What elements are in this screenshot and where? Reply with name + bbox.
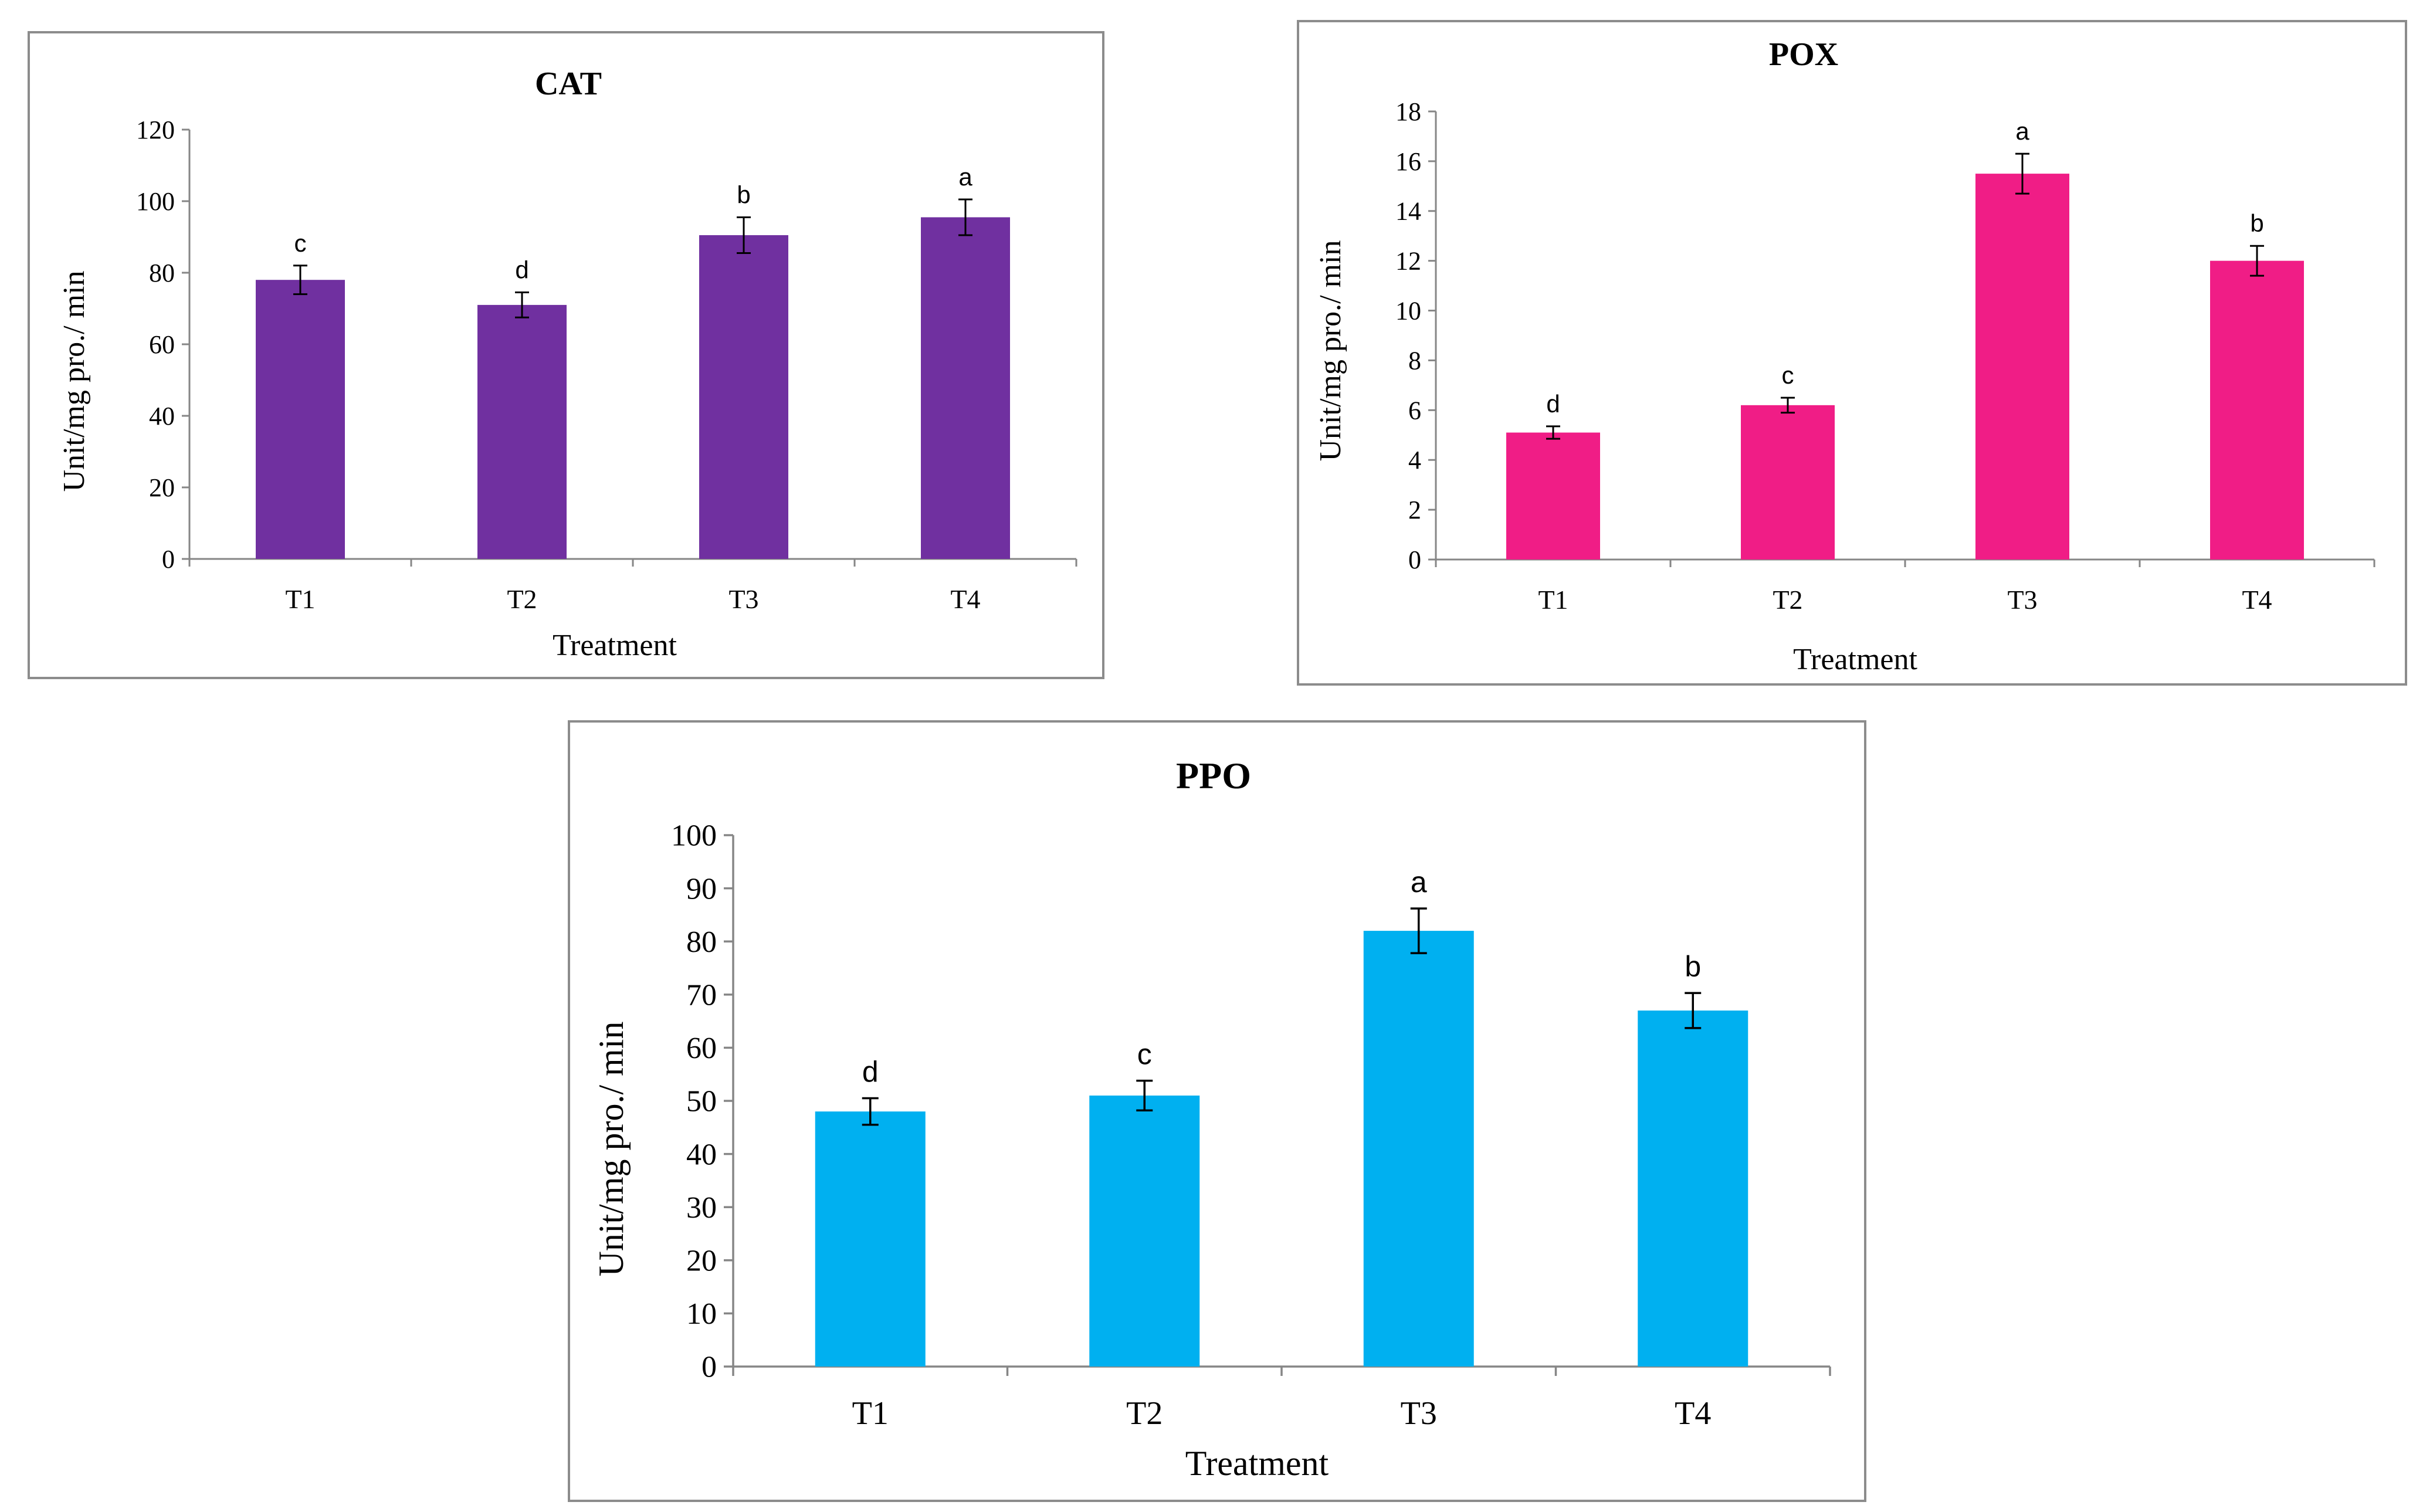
bar-t2 [1089, 1095, 1200, 1367]
ppo-plot-area: 0 10 20 30 40 50 60 70 80 90 100 d T1 c T2 a T3 b T4 [671, 819, 1831, 1432]
y-tick-label: 16 [1395, 147, 1421, 176]
y-tick-label: 120 [136, 116, 175, 144]
significance-letter: b [737, 181, 750, 208]
x-tick-label: T4 [2242, 585, 2272, 615]
x-tick-label: T4 [1675, 1395, 1711, 1432]
y-tick-label: 20 [149, 473, 175, 502]
y-tick-label: 40 [149, 402, 175, 430]
y-tick-label: 6 [1408, 396, 1421, 425]
significance-letter: a [2015, 117, 2029, 145]
x-axis-label: Treatment [1793, 643, 1917, 676]
y-tick-label: 0 [702, 1351, 717, 1384]
y-tick-label: 20 [686, 1244, 717, 1277]
significance-letter: a [1411, 866, 1427, 899]
y-tick-label: 14 [1395, 197, 1421, 226]
cat-plot-area: 0 20 40 60 80 100 120 c T1 d T2 b T3 a T4 [136, 116, 1077, 614]
y-tick-label: 80 [149, 259, 175, 287]
bar-t2 [1741, 405, 1835, 560]
y-tick-label: 60 [686, 1032, 717, 1065]
significance-letter: b [1685, 950, 1701, 983]
significance-letter: d [1546, 390, 1560, 418]
bar-t4 [921, 217, 1010, 559]
y-tick-label: 0 [162, 545, 175, 574]
ppo-chart: PPO Unit/mg pro./ min Treatment 0 10 20 30 4… [592, 755, 1831, 1483]
y-tick-label: 50 [686, 1085, 717, 1118]
bar-t3 [699, 235, 788, 559]
y-axis-label: Unit/mg pro./ min [57, 271, 91, 492]
significance-letter: a [958, 163, 972, 191]
y-tick-label: 4 [1408, 446, 1421, 474]
significance-letter: d [862, 1055, 879, 1088]
x-axis-label: Treatment [553, 629, 677, 662]
significance-letter: b [2250, 209, 2263, 237]
pox-chart-panel: POX Unit/mg pro./ min Treatment 0 2 4 6 8 10 1… [1297, 20, 2407, 686]
x-tick-label: T3 [2007, 585, 2037, 615]
y-tick-label: 100 [136, 187, 175, 216]
x-tick-label: T3 [728, 584, 758, 614]
ppo-chart-panel: PPO Unit/mg pro./ min Treatment 0 10 20 30 4… [568, 720, 1866, 1502]
bar-t1 [815, 1111, 926, 1367]
y-tick-label: 0 [1408, 545, 1421, 574]
y-tick-label: 40 [686, 1138, 717, 1171]
x-axis-label: Treatment [1185, 1444, 1329, 1483]
x-tick-label: T4 [950, 584, 980, 614]
x-tick-label: T1 [852, 1395, 889, 1432]
pox-chart: POX Unit/mg pro./ min Treatment 0 2 4 6 8 10 1… [1314, 36, 2375, 676]
x-tick-label: T1 [285, 584, 315, 614]
significance-letter: c [1137, 1038, 1152, 1071]
y-tick-label: 90 [686, 872, 717, 906]
y-tick-label: 70 [686, 978, 717, 1012]
bar-t4 [1638, 1010, 1748, 1367]
bar-t3 [1975, 174, 2069, 560]
y-tick-label: 8 [1408, 346, 1421, 375]
cat-chart: CAT Unit/mg pro./ min Treatment 0 20 40 60 8… [57, 66, 1077, 662]
significance-letter: c [294, 229, 307, 257]
bar-t4 [2210, 260, 2304, 560]
y-tick-label: 10 [686, 1297, 717, 1331]
x-tick-label: T2 [1126, 1395, 1163, 1432]
y-tick-label: 18 [1395, 97, 1421, 126]
chart-title: CAT [535, 66, 602, 102]
x-tick-label: T2 [507, 584, 537, 614]
cat-chart-panel: CAT Unit/mg pro./ min Treatment 0 20 40 60 8… [28, 31, 1104, 679]
chart-title: POX [1769, 36, 1838, 73]
y-tick-label: 60 [149, 330, 175, 359]
y-tick-label: 80 [686, 925, 717, 959]
y-tick-label: 100 [671, 819, 717, 853]
x-tick-label: T1 [1538, 585, 1568, 615]
significance-letter: d [515, 256, 528, 284]
y-tick-label: 10 [1395, 297, 1421, 326]
chart-title: PPO [1176, 755, 1251, 796]
bar-t3 [1363, 931, 1474, 1367]
y-axis-label: Unit/mg pro./ min [1314, 240, 1347, 462]
bar-t1 [256, 280, 345, 559]
y-tick-label: 2 [1408, 496, 1421, 524]
bar-t2 [477, 304, 567, 559]
significance-letter: c [1782, 361, 1794, 389]
bar-t1 [1506, 432, 1600, 560]
y-tick-label: 12 [1395, 247, 1421, 276]
pox-plot-area: 0 2 4 6 8 10 12 14 16 18 d T1 c T2 a T3 b T4 [1395, 97, 2375, 615]
x-tick-label: T3 [1401, 1395, 1437, 1432]
x-tick-label: T2 [1773, 585, 1802, 615]
y-axis-label: Unit/mg pro./ min [592, 1022, 631, 1277]
y-tick-label: 30 [686, 1191, 717, 1225]
